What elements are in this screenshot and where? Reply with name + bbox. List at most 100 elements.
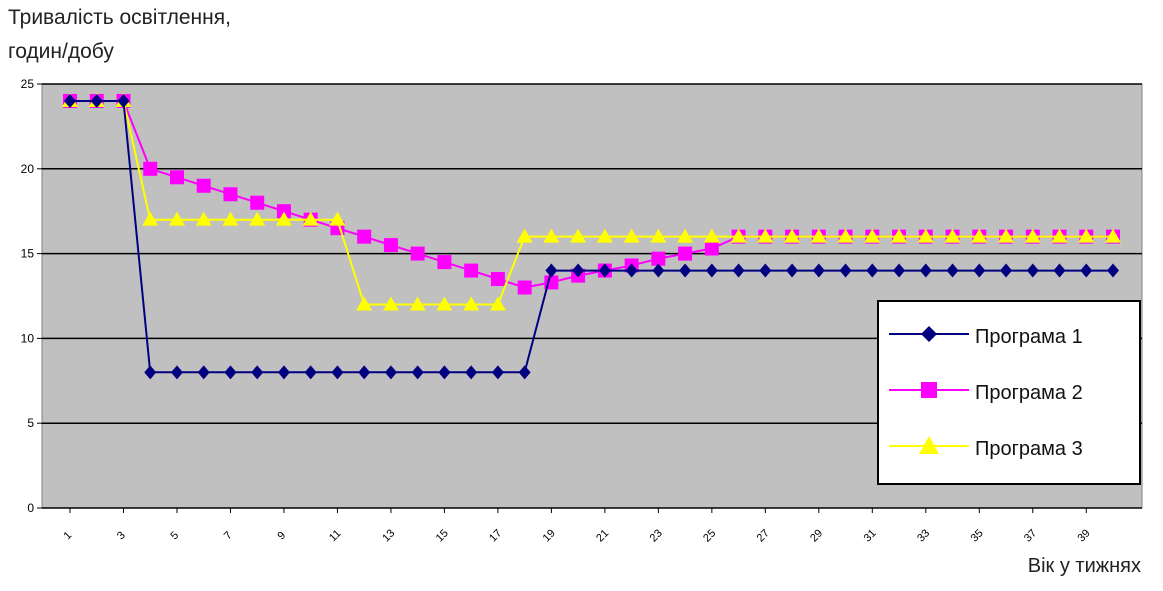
series-1-point-40	[1107, 263, 1119, 278]
series-1-point-11	[331, 365, 344, 380]
series-1-point-25	[705, 263, 718, 278]
series-3-point-28	[784, 228, 801, 243]
series-1-point-12	[358, 365, 371, 380]
x-tick-label-25: 25	[701, 527, 718, 544]
series-2-point-24	[678, 246, 693, 261]
x-tick-label-7: 7	[222, 529, 235, 542]
series-3-point-8	[249, 211, 266, 226]
legend-label-series-2: Програма 2	[975, 382, 1083, 404]
x-tick-label-39: 39	[1076, 527, 1093, 544]
y-axis-label-line-1: Тривалість освітлення,	[8, 6, 231, 29]
series-3-point-22	[623, 228, 640, 243]
x-tick-label-31: 31	[862, 527, 879, 544]
x-tick-label-23: 23	[648, 527, 665, 544]
x-tick-label-15: 15	[434, 527, 451, 544]
series-1-point-34	[946, 263, 959, 278]
series-1	[64, 93, 1119, 380]
series-1-point-39	[1080, 263, 1093, 278]
legend-marker-series-2	[889, 382, 969, 398]
legend-item-series-3: Програма 3	[879, 430, 1139, 470]
series-2-point-4	[143, 161, 158, 176]
series-2-point-8	[250, 195, 265, 210]
series-2-point-14	[410, 246, 425, 261]
series-3-point-37	[1024, 228, 1041, 243]
series-3-point-24	[677, 228, 694, 243]
series-3	[62, 92, 1121, 311]
series-1-point-24	[679, 263, 692, 278]
x-tick-label-27: 27	[755, 527, 772, 544]
series-3-point-14	[409, 296, 426, 311]
series-3-point-13	[382, 296, 399, 311]
legend-item-series-2: Програма 2	[879, 374, 1139, 414]
series-3-point-39	[1078, 228, 1095, 243]
series-1-line	[70, 100, 1113, 374]
series-2-point-16	[464, 263, 479, 278]
y-tick-label-0: 0	[27, 501, 34, 515]
series-1-point-13	[384, 365, 397, 380]
series-3-point-9	[275, 211, 292, 226]
series-2-point-9	[276, 204, 291, 219]
series-3-point-17	[489, 296, 506, 311]
series-3-point-40	[1105, 228, 1121, 243]
series-3-point-35	[971, 228, 988, 243]
series-1-point-8	[251, 365, 264, 380]
legend-label-series-1: Програма 1	[975, 326, 1083, 348]
series-3-point-34	[944, 228, 961, 243]
series-1-point-29	[812, 263, 825, 278]
x-tick-label-11: 11	[327, 528, 344, 545]
series-2-point-25	[704, 241, 719, 256]
series-1-point-16	[465, 365, 478, 380]
series-3-point-7	[222, 211, 239, 226]
series-2-point-15	[437, 255, 452, 270]
series-1-point-22	[625, 263, 638, 278]
series-1-point-32	[893, 263, 906, 278]
series-3-point-18	[516, 228, 533, 243]
series-1-point-7	[224, 365, 237, 380]
legend-item-series-1: Програма 1	[879, 318, 1139, 358]
x-tick-label-5: 5	[168, 529, 181, 542]
series-3-point-15	[436, 296, 453, 311]
series-1-point-35	[973, 263, 986, 278]
series-3-point-16	[463, 296, 480, 311]
series-1-point-30	[839, 263, 852, 278]
series-2-point-7	[223, 187, 238, 202]
y-tick-label-20: 20	[21, 162, 35, 176]
series-1-point-21	[598, 263, 611, 278]
series-3-point-23	[650, 228, 667, 243]
series-1-point-4	[144, 365, 157, 380]
series-1-point-10	[304, 365, 317, 380]
x-tick-label-37: 37	[1022, 527, 1039, 544]
series-2-point-5	[169, 170, 184, 185]
x-tick-label-19: 19	[541, 527, 558, 544]
x-tick-label-3: 3	[115, 529, 128, 542]
series-3-point-11	[329, 211, 346, 226]
series-1-point-6	[197, 365, 210, 380]
x-axis-ticks: 1 3 5 7 9 11 13 15 17 19 21 23 25 27 29 31 33 35 37 39	[61, 508, 1093, 545]
x-tick-label-17: 17	[487, 527, 504, 544]
series-1-point-26	[732, 263, 745, 278]
x-tick-label-29: 29	[808, 527, 825, 544]
series-1-point-37	[1026, 263, 1039, 278]
series-3-point-19	[543, 228, 560, 243]
series-3-point-32	[891, 228, 908, 243]
x-tick-label-9: 9	[275, 529, 288, 542]
series-3-point-33	[917, 228, 934, 243]
series-3-point-5	[168, 211, 185, 226]
series-3-point-10	[302, 211, 319, 226]
legend: Програма 1 Програма 2 Програма 3	[877, 300, 1141, 485]
x-tick-label-33: 33	[915, 527, 932, 544]
series-1-point-23	[652, 263, 665, 278]
series-2-point-18	[517, 280, 532, 295]
y-tick-label-5: 5	[27, 416, 34, 430]
legend-marker-series-3	[889, 436, 969, 454]
series-3-point-38	[1051, 228, 1068, 243]
series-1-point-1	[64, 93, 76, 108]
series-3-point-30	[837, 228, 854, 243]
y-axis-label-line-2: годин/добу	[8, 40, 114, 63]
series-3-point-36	[998, 228, 1015, 243]
y-tick-label-15: 15	[21, 247, 35, 261]
series-3-point-26	[730, 228, 747, 243]
series-3-line	[70, 100, 1113, 306]
x-tick-label-1: 1	[61, 529, 74, 542]
series-group	[62, 92, 1121, 380]
